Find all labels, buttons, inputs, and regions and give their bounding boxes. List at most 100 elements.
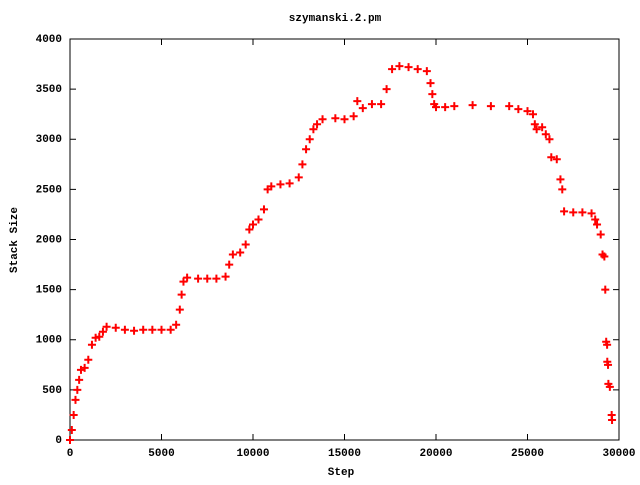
point (413, 65, 422, 74)
point (276, 180, 285, 189)
point (225, 260, 234, 269)
point (404, 63, 413, 72)
point (600, 252, 609, 261)
point (545, 135, 554, 144)
point (538, 123, 547, 132)
x-tick-label: 5000 (148, 448, 174, 460)
point (73, 385, 82, 394)
point (382, 85, 391, 94)
point (468, 101, 477, 110)
x-tick-label: 10000 (236, 448, 269, 460)
point (388, 65, 397, 74)
point (528, 110, 537, 119)
point (120, 325, 129, 334)
x-tick-label: 25000 (511, 448, 544, 460)
point (591, 215, 600, 224)
point (340, 115, 349, 124)
point (249, 220, 257, 229)
x-tick-label: 30000 (602, 448, 635, 460)
point (69, 410, 78, 419)
point (130, 326, 139, 335)
y-tick-label: 2500 (36, 184, 62, 196)
point (84, 355, 93, 364)
point (541, 130, 550, 139)
point (450, 102, 459, 111)
point (102, 322, 111, 331)
point (66, 436, 74, 444)
point (552, 155, 561, 164)
point (259, 205, 268, 214)
point (294, 173, 303, 182)
point (530, 120, 539, 129)
point (166, 325, 175, 334)
x-tick-label: 20000 (419, 448, 452, 460)
point (486, 102, 495, 111)
point (313, 120, 322, 129)
plot-border (69, 38, 620, 441)
point (267, 182, 276, 191)
point (432, 103, 440, 112)
point (560, 207, 569, 216)
point (395, 62, 404, 71)
point (302, 145, 311, 154)
point (67, 425, 76, 434)
point (523, 107, 532, 116)
point (139, 325, 148, 334)
point (298, 160, 307, 169)
y-tick-label: 2000 (36, 234, 62, 246)
point (318, 115, 327, 124)
point (604, 360, 613, 369)
point (245, 225, 254, 234)
point (111, 323, 120, 332)
point (179, 277, 188, 286)
point (593, 220, 602, 229)
point (305, 135, 314, 144)
point (75, 375, 84, 384)
point (285, 179, 294, 188)
point (441, 103, 450, 112)
point (148, 325, 157, 334)
point (587, 209, 596, 218)
point (331, 114, 340, 123)
point (505, 102, 514, 111)
point (358, 104, 367, 113)
point (601, 285, 610, 294)
point (172, 320, 181, 329)
point (603, 340, 612, 349)
point (349, 112, 358, 121)
point (177, 290, 186, 299)
point (596, 230, 605, 239)
point (98, 327, 107, 336)
x-tick-label: 15000 (328, 448, 361, 460)
point (428, 90, 437, 99)
y-tick-label: 1500 (36, 285, 62, 297)
y-tick-label: 3000 (36, 134, 62, 146)
x-tick-label: 0 (67, 448, 74, 460)
point (532, 125, 541, 134)
chart-title: szymanski.2.pm (289, 13, 382, 25)
y-axis-label: Stack Size (9, 207, 21, 273)
y-tick-label: 0 (55, 435, 62, 447)
point (194, 274, 203, 283)
point (377, 100, 386, 109)
point (353, 97, 362, 106)
point (241, 240, 250, 249)
point (514, 105, 523, 114)
x-axis-label: Step (328, 467, 355, 479)
point (426, 79, 435, 88)
point (80, 363, 89, 372)
point (95, 332, 104, 341)
y-tick-label: 4000 (36, 34, 62, 46)
point (569, 208, 578, 217)
y-tick-label: 3500 (36, 84, 62, 96)
point (228, 250, 237, 259)
point (422, 67, 431, 76)
point (183, 273, 192, 282)
point (87, 340, 96, 349)
point (309, 125, 318, 134)
point (558, 185, 567, 194)
point (608, 415, 617, 424)
